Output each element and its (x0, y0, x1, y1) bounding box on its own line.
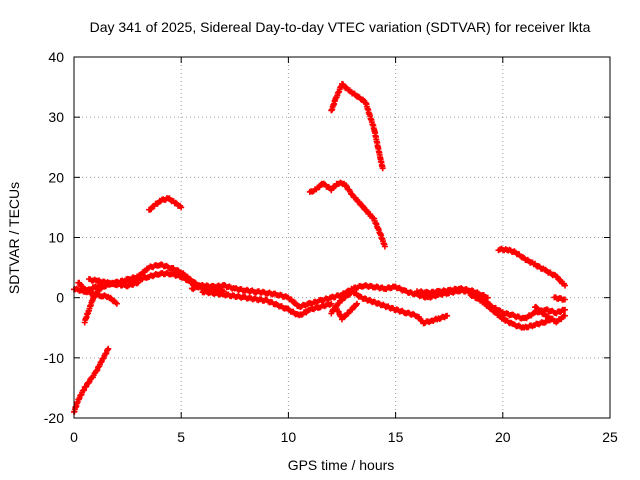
series-marks (532, 303, 568, 326)
series-track-14 (467, 292, 556, 331)
tick-labels: 0 5 10 15 20 25 -20 -10 0 10 20 30 40 (44, 49, 618, 445)
series-marks (551, 294, 568, 303)
x-tick-label: 5 (177, 429, 185, 445)
series-marks (328, 80, 386, 172)
y-axis-title: SDTVAR / TECUs (6, 182, 22, 294)
series-track-11 (306, 179, 388, 250)
x-tick-label: 0 (70, 429, 78, 445)
series-track-15 (495, 245, 568, 289)
chart-title: Day 341 of 2025, Sidereal Day-to-day VTE… (90, 19, 591, 35)
grid-lines (74, 57, 610, 418)
series-track-6 (146, 195, 185, 213)
y-tick-label: 0 (56, 290, 64, 306)
axis-ticks (73, 56, 611, 419)
series-marks (467, 292, 556, 331)
series-track-13 (414, 285, 491, 301)
x-axis-title: GPS time / hours (288, 457, 395, 473)
y-tick-label: 10 (48, 230, 64, 246)
series-marks (495, 245, 568, 289)
y-tick-label: 30 (48, 109, 64, 125)
series-marks (306, 179, 388, 250)
series-marks (332, 300, 360, 323)
series-marks (75, 279, 120, 307)
series-track-5 (86, 276, 142, 290)
series-marks (146, 195, 185, 213)
x-tick-label: 10 (281, 429, 297, 445)
series-marks (71, 345, 112, 415)
x-tick-label: 20 (495, 429, 511, 445)
series-marks (199, 288, 335, 319)
data-series (71, 80, 568, 415)
series-track-9 (328, 288, 451, 327)
series-track-4 (75, 279, 120, 307)
series-track-1 (71, 345, 112, 415)
series-marks (328, 288, 451, 327)
x-tick-label: 25 (602, 429, 618, 445)
y-tick-label: -10 (44, 350, 64, 366)
series-track-8 (199, 288, 335, 319)
series-track-16 (532, 303, 568, 326)
y-tick-label: 20 (48, 169, 64, 185)
series-marks (414, 285, 491, 301)
y-tick-label: 40 (48, 49, 64, 65)
series-track-12 (328, 80, 386, 172)
series-marks (86, 276, 142, 290)
x-tick-label: 15 (388, 429, 404, 445)
series-track-17 (551, 294, 568, 303)
series-track-10 (332, 300, 360, 323)
y-tick-label: -20 (44, 410, 64, 426)
